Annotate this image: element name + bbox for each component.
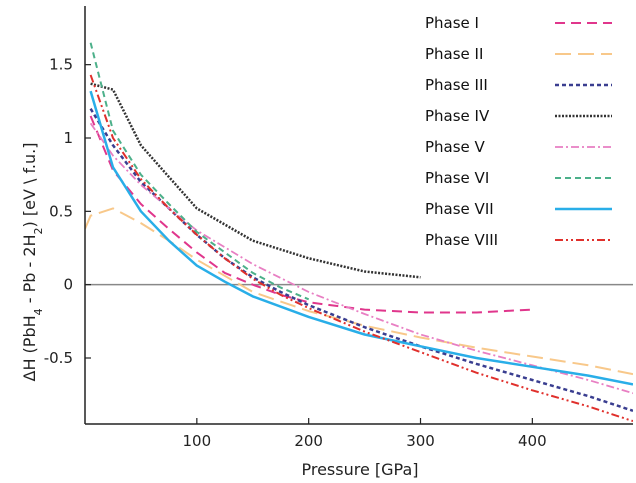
y-tick-label: 1 — [63, 129, 73, 147]
y-axis-ticks: 1.5 1 0.5 0 -0.5 — [44, 56, 91, 367]
x-axis-ticks: 100 200 300 400 — [183, 418, 547, 450]
series-line-1 — [89, 115, 533, 314]
y-tick-label: -0.5 — [44, 349, 73, 367]
x-tick-label: 400 — [518, 432, 547, 450]
legend-label-5: Phase V — [425, 138, 486, 156]
x-axis-title: Pressure [GPa] — [301, 460, 418, 479]
legend-label-6: Phase VI — [425, 169, 489, 187]
series-line-6 — [89, 42, 310, 301]
legend-label-2: Phase II — [425, 45, 483, 63]
axes-frame — [84, 6, 633, 425]
series-line-2 — [85, 207, 633, 376]
legend-label-7: Phase VII — [425, 200, 494, 218]
x-tick-label: 100 — [183, 432, 212, 450]
legend-label-3: Phase III — [425, 76, 488, 94]
y-tick-label: 0 — [63, 276, 73, 294]
series-line-4 — [90, 82, 421, 279]
legend: Phase I Phase II Phase III Phase IV Phase V P… — [425, 14, 612, 249]
y-tick-label: 0.5 — [49, 202, 73, 220]
series-line-5 — [89, 122, 633, 395]
legend-label-8: Phase VIII — [425, 231, 498, 249]
legend-label-4: Phase IV — [425, 107, 490, 125]
series-line-8 — [89, 74, 633, 423]
series-lines — [85, 42, 633, 423]
x-tick-label: 200 — [294, 432, 323, 450]
legend-label-1: Phase I — [425, 14, 479, 32]
y-tick-label: 1.5 — [49, 56, 73, 74]
y-axis-title: ΔH (PbH4 - Pb - 2H2) [eV \ f.u.] — [20, 143, 45, 382]
series-line-3 — [89, 108, 633, 412]
series-line-7 — [89, 90, 633, 386]
x-tick-label: 300 — [406, 432, 435, 450]
